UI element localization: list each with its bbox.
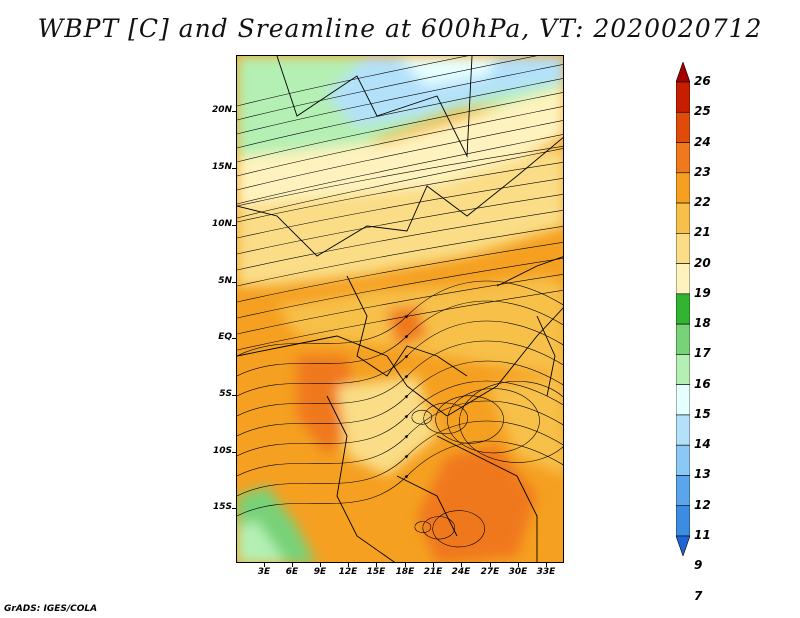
- map-panel: [236, 55, 564, 563]
- streamlines: [237, 56, 563, 548]
- streamline: [237, 440, 563, 517]
- colorbar-label: 9: [694, 558, 703, 573]
- streamline: [237, 400, 563, 477]
- streamline: [237, 106, 563, 177]
- colorbar-swatch: [676, 384, 690, 416]
- colorbar-label: 12: [694, 497, 711, 512]
- colorbar-label: 14: [694, 437, 711, 452]
- streamline: [237, 258, 563, 319]
- streamline: [237, 420, 563, 497]
- chart-title: WBPT [C] and Sreamline at 600hPa, VT: 20…: [37, 14, 763, 43]
- colorbar-label: 18: [694, 316, 711, 331]
- streamline: [237, 300, 563, 377]
- colorbar-label: 15: [694, 406, 711, 421]
- streamline: [237, 340, 563, 417]
- lat-label-20n: 20N: [211, 105, 232, 115]
- colorbar-swatch: [676, 354, 690, 385]
- colorbar-min-arrow: [676, 535, 690, 556]
- streamline: [237, 56, 468, 107]
- streamline: [447, 388, 540, 454]
- lat-label-10n: 10N: [211, 219, 232, 229]
- colorbar-swatch: [676, 263, 690, 295]
- colorbar-label: 26: [694, 74, 711, 88]
- colorbar-label: 23: [694, 164, 711, 179]
- lat-label-15s: 15S: [212, 502, 232, 512]
- colorbar-max-arrow: [676, 62, 690, 83]
- wbpt-field-map: [237, 56, 563, 562]
- grads-credit: GrADS: IGES/COLA: [4, 604, 98, 614]
- lon-label-27e: 27E: [480, 567, 500, 577]
- lon-label-30e: 30E: [508, 567, 528, 577]
- colorbar-swatch: [676, 414, 690, 446]
- lat-label-15n: 15N: [211, 162, 232, 172]
- streamline: [237, 134, 563, 205]
- streamline: [237, 242, 563, 303]
- streamline: [459, 380, 563, 463]
- colorbar: [676, 62, 690, 556]
- colorbar-swatch: [676, 81, 690, 113]
- colorbar-label: 22: [694, 195, 711, 210]
- streamline: [423, 402, 469, 435]
- colorbar-swatch: [676, 172, 690, 204]
- lon-label-6e: 6E: [285, 567, 299, 577]
- streamline: [237, 380, 563, 457]
- lat-label-10s: 10S: [212, 446, 232, 456]
- colorbar-swatch: [676, 142, 690, 174]
- colorbar-swatch: [676, 111, 690, 143]
- streamline: [237, 360, 563, 437]
- colorbar-swatch: [676, 323, 690, 355]
- streamline: [432, 510, 485, 548]
- streamline: [422, 516, 456, 540]
- lon-label-15e: 15E: [366, 567, 386, 577]
- streamline: [237, 194, 563, 255]
- colorbar-label: 11: [694, 528, 711, 542]
- lat-label-5n: 5N: [218, 276, 232, 286]
- wbpt-shading: [237, 56, 563, 562]
- colorbar-swatch: [676, 202, 690, 234]
- lon-label-12e: 12E: [338, 567, 358, 577]
- streamline: [237, 162, 563, 223]
- colorbar-label: 19: [694, 285, 711, 300]
- streamline: [237, 280, 563, 357]
- colorbar-swatch: [676, 444, 690, 476]
- colorbar-label: 7: [694, 588, 703, 603]
- lon-label-24e: 24E: [451, 567, 471, 577]
- streamline: [237, 290, 563, 351]
- streamline: [237, 148, 563, 219]
- lat-label-eq: EQ: [218, 332, 232, 342]
- streamline: [237, 274, 563, 335]
- colorbar-label: 17: [694, 346, 711, 361]
- streamline: [237, 320, 563, 397]
- streamline: [237, 178, 563, 239]
- colorbar-swatch: [676, 505, 690, 537]
- colorbar-swatch: [676, 293, 690, 325]
- streamline: [237, 78, 563, 149]
- country-borders: [237, 56, 563, 562]
- colorbar-swatch: [676, 475, 690, 507]
- lon-label-18e: 18E: [395, 567, 415, 577]
- streamline: [237, 146, 563, 207]
- colorbar-label: 25: [694, 104, 711, 119]
- streamline: [237, 210, 563, 271]
- colorbar-label: 13: [694, 467, 711, 482]
- colorbar-swatch: [676, 233, 690, 264]
- streamline: [237, 64, 563, 135]
- streamline: [237, 56, 537, 121]
- colorbar-label: 24: [694, 134, 711, 149]
- streamline: [414, 521, 432, 533]
- lon-label-21e: 21E: [423, 567, 443, 577]
- lon-label-33e: 33E: [536, 567, 556, 577]
- colorbar-label: 20: [694, 255, 711, 270]
- colorbar-label: 21: [694, 225, 711, 240]
- colorbar-label: 16: [694, 376, 711, 391]
- streamline: [435, 395, 504, 444]
- lon-label-3e: 3E: [257, 567, 271, 577]
- streamline: [411, 409, 433, 425]
- streamline: [237, 92, 563, 163]
- lat-label-5s: 5S: [219, 389, 232, 399]
- lon-label-9e: 9E: [313, 567, 327, 577]
- streamline: [237, 226, 563, 287]
- streamline: [237, 120, 563, 191]
